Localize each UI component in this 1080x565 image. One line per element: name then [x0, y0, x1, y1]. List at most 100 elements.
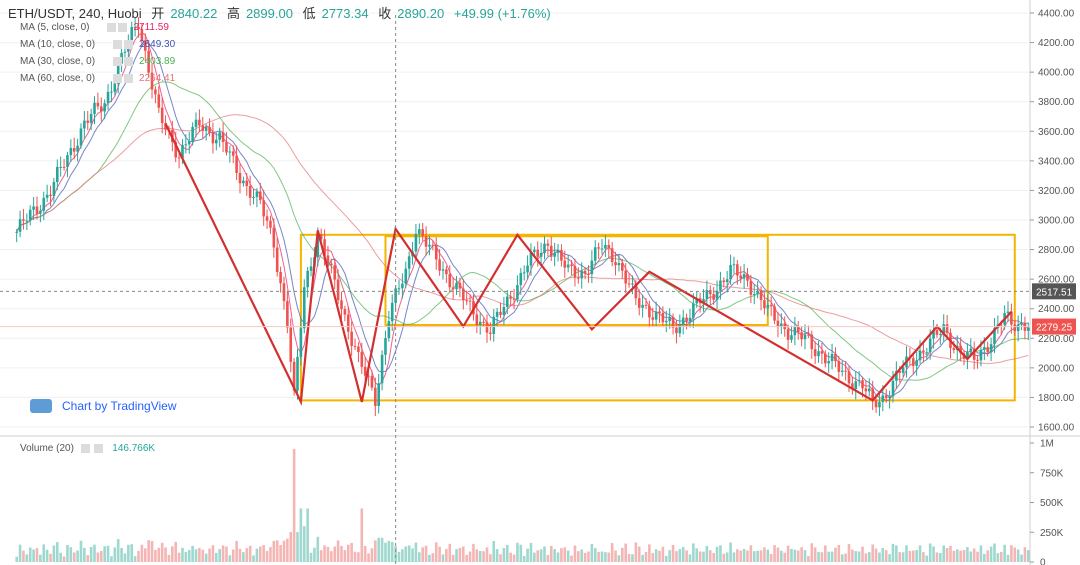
candle-body [330, 263, 333, 266]
candle-body [942, 324, 946, 334]
candle-body [746, 274, 749, 281]
volume-bar [813, 547, 817, 562]
volume-bar [614, 550, 617, 562]
volume-bar [215, 552, 218, 562]
candle-body [299, 328, 303, 357]
candle-body [66, 155, 69, 168]
ma-legend-value: 2403.89 [139, 56, 176, 67]
volume-bar [174, 541, 178, 562]
volume-bar [319, 550, 323, 562]
volume-bar [15, 556, 18, 562]
volume-bar [928, 543, 932, 562]
volume-bar [265, 550, 269, 562]
close-icon[interactable] [124, 39, 134, 49]
volume-bar [299, 508, 303, 562]
price-tick-label: 4200.00 [1038, 38, 1075, 49]
symbol-title[interactable]: ETH/USDT, 240, Huobi [8, 6, 142, 21]
settings-icon[interactable] [113, 56, 123, 66]
volume-tick-label: 0 [1040, 558, 1046, 565]
candle-body [489, 332, 492, 334]
ma-legend-row[interactable]: MA (30, close, 0) 2403.89 [20, 56, 175, 67]
candle-body [986, 347, 990, 352]
volume-bar [993, 543, 996, 562]
close-icon[interactable] [124, 56, 134, 66]
chart-header: ETH/USDT, 240, Huobi 开 2840.22 高 2899.00 低… [8, 3, 557, 22]
candle-body [492, 316, 496, 334]
volume-bar [401, 549, 404, 562]
volume-bar [769, 553, 773, 562]
candle-body [549, 245, 553, 257]
candle-body [671, 317, 675, 328]
volume-bar [983, 553, 986, 562]
tradingview-watermark[interactable]: Chart by TradingView [30, 399, 177, 413]
price-tick-label: 4000.00 [1038, 68, 1075, 79]
volume-bar [969, 551, 973, 562]
moving-averages [16, 32, 1029, 402]
candle-body [678, 324, 682, 334]
ma-legend-row[interactable]: MA (5, close, 0) 2711.59 [20, 22, 169, 33]
volume-bar [810, 543, 814, 562]
settings-icon[interactable] [113, 73, 123, 83]
candle-body [204, 126, 208, 131]
volume-bar [380, 537, 384, 562]
volume-bar [208, 548, 211, 562]
volume-bar [279, 545, 282, 562]
volume-bar [181, 547, 184, 562]
close-icon[interactable] [118, 22, 128, 32]
settings-icon[interactable] [80, 443, 90, 453]
candle-body [560, 250, 563, 261]
volume-bar [793, 549, 797, 562]
candle-body [231, 151, 235, 156]
candle-body [553, 252, 556, 257]
candle-body [644, 304, 648, 306]
candle-body [610, 248, 614, 262]
candle-body [455, 282, 458, 290]
volume-bar [637, 546, 641, 562]
volume-bar [282, 540, 286, 562]
settings-icon[interactable] [113, 39, 123, 49]
candle-body [966, 351, 969, 359]
volume-bar [228, 555, 232, 562]
volume-bar [330, 551, 333, 562]
volume-bar [959, 550, 962, 562]
close-icon[interactable] [124, 73, 134, 83]
candle-body [705, 290, 709, 300]
candle-body [536, 249, 540, 257]
candle-body [922, 350, 925, 353]
volume-bar [505, 544, 509, 562]
close-icon[interactable] [94, 443, 104, 453]
price-tick-label: 4400.00 [1038, 9, 1075, 20]
candle-body [830, 353, 834, 362]
volume-bar [796, 550, 800, 562]
candle-body [708, 290, 712, 295]
volume-bar [39, 554, 42, 562]
settings-icon[interactable] [107, 22, 117, 32]
volume-bar [428, 554, 431, 562]
ma-legend-row[interactable]: MA (60, close, 0) 2264.41 [20, 73, 175, 84]
volume-bar [820, 552, 824, 562]
volume-bar [150, 540, 154, 562]
volume-bar [140, 544, 144, 562]
candle-body [150, 72, 154, 90]
volume-bar [587, 551, 590, 562]
price-grid [0, 12, 1030, 428]
candle-body [989, 344, 993, 352]
zigzag-lines [164, 123, 1013, 406]
candle-body [343, 309, 347, 315]
price-tick-label: 3800.00 [1038, 97, 1075, 108]
candle-body [116, 63, 120, 84]
candle-body [756, 290, 759, 295]
volume-bar [296, 532, 299, 562]
volume-bar [52, 545, 56, 562]
candle-body [512, 298, 516, 300]
candle-body [543, 243, 546, 253]
candle-body [888, 396, 891, 399]
candle-body [258, 191, 262, 201]
ma-legend-row[interactable]: MA (10, close, 0) 2649.30 [20, 39, 175, 50]
candle-body [725, 279, 729, 283]
candle-body [505, 296, 509, 307]
candle-body [113, 83, 117, 92]
ma-line [16, 81, 1029, 381]
volume-bar [807, 556, 810, 562]
